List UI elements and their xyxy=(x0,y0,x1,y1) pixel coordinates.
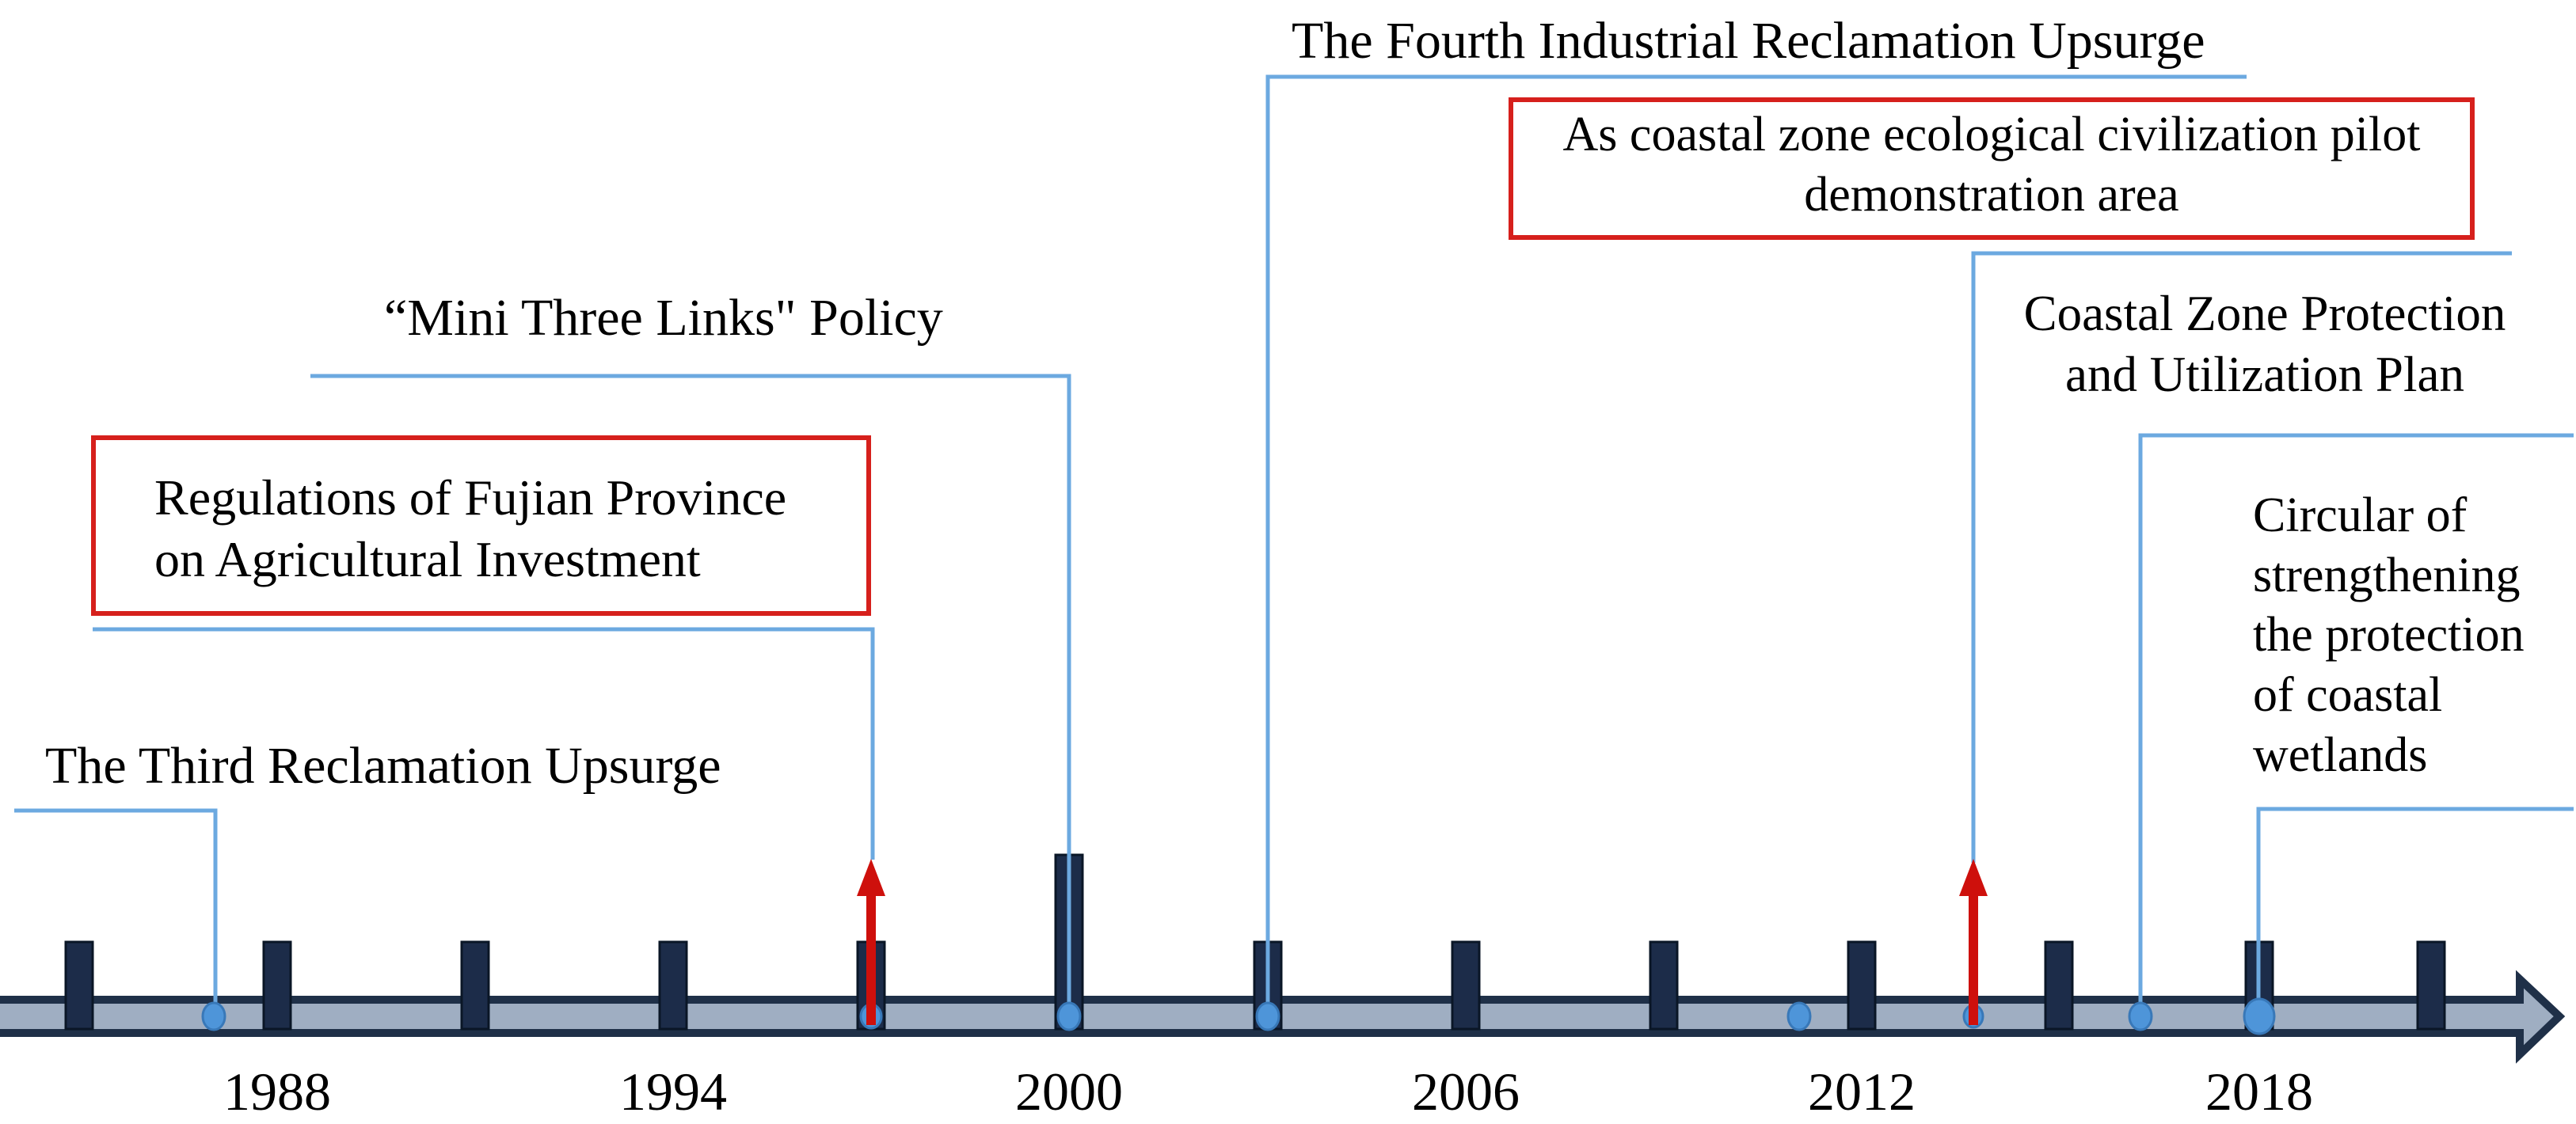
annotation-text-circular-protection-coastal-wetlands: Circular of strengthening the protection of… xyxy=(2253,486,2576,785)
red-callout-box-coastal-zone-ecological-pilot-area xyxy=(1509,97,2475,240)
connector-line-regulations-fujian-agricultural-investment xyxy=(93,627,875,860)
annotation-line: Regulations of Fujian Province xyxy=(154,469,787,526)
timeline-tick xyxy=(1847,940,1877,1031)
annotation-text-regulations-fujian-agricultural-investment: Regulations of Fujian Province on Agricul… xyxy=(154,467,851,590)
annotation-text-fourth-industrial-reclamation-upsurge: The Fourth Industrial Reclamation Upsurg… xyxy=(1292,9,2258,74)
annotation-line: The Fourth Industrial Reclamation Upsurg… xyxy=(1292,12,2205,70)
annotation-line: Coastal Zone Protection xyxy=(2023,286,2506,341)
annotation-text-coastal-zone-protection-utilization-plan: Coastal Zone Protection and Utilization P… xyxy=(1964,283,2566,405)
year-label-1994: 1994 xyxy=(619,1061,727,1122)
timeline-tick xyxy=(658,940,688,1031)
annotation-text-mini-three-links-policy: “Mini Three Links" Policy xyxy=(384,287,986,351)
annotation-line: on Agricultural Investment xyxy=(154,531,701,588)
annotation-line: As coastal zone ecological civilization … xyxy=(1562,108,2421,161)
annotation-line: The Third Reclamation Upsurge xyxy=(45,737,721,795)
annotation-line: “Mini Three Links" Policy xyxy=(384,289,943,347)
connector-line-circular-protection-coastal-wetlands xyxy=(2256,807,2574,1005)
timeline-tick xyxy=(460,940,490,1031)
event-marker xyxy=(201,1001,226,1031)
event-marker xyxy=(1255,1001,1280,1031)
annotation-line: and Utilization Plan xyxy=(2065,346,2464,402)
annotation-line: the protection xyxy=(2253,608,2525,663)
connector-line-fourth-industrial-reclamation-upsurge xyxy=(1265,74,2247,1008)
year-label-2018: 2018 xyxy=(2205,1061,2313,1122)
annotation-line: demonstration area xyxy=(1804,167,2179,222)
annotation-text-coastal-zone-ecological-pilot-area: As coastal zone ecological civilization … xyxy=(1509,105,2475,225)
connector-line-coastal-zone-protection-utilization-plan xyxy=(2138,433,2574,1008)
timeline-tick xyxy=(2416,940,2446,1031)
red-callout-box-regulations-fujian-agricultural-investment xyxy=(91,435,871,616)
timeline-tick xyxy=(1649,940,1679,1031)
annotation-line: strengthening xyxy=(2253,548,2521,602)
timeline-tick xyxy=(2044,940,2074,1031)
year-label-2000: 2000 xyxy=(1015,1061,1123,1122)
connector-line-mini-three-links-policy xyxy=(310,374,1071,1008)
red-up-arrow xyxy=(857,859,885,1025)
annotation-line: wetlands xyxy=(2253,727,2428,782)
year-label-2012: 2012 xyxy=(1808,1061,1916,1122)
connector-line-coastal-zone-ecological-pilot-area xyxy=(1971,251,2512,863)
event-marker xyxy=(1056,1001,1082,1031)
timeline-tick xyxy=(262,940,292,1031)
event-marker xyxy=(2128,1001,2153,1031)
red-up-arrow xyxy=(1959,859,1988,1025)
annotation-line: Circular of xyxy=(2253,488,2468,542)
annotation-line: of coastal xyxy=(2253,667,2443,722)
timeline-tick xyxy=(64,940,94,1031)
annotation-text-third-reclamation-upsurge: The Third Reclamation Upsurge xyxy=(45,735,774,799)
timeline-tick xyxy=(1451,940,1481,1031)
event-marker xyxy=(1786,1001,1812,1031)
connector-line-third-reclamation-upsurge xyxy=(14,808,218,1007)
year-label-1988: 1988 xyxy=(223,1061,331,1122)
year-label-2006: 2006 xyxy=(1412,1061,1520,1122)
event-marker xyxy=(2243,997,2276,1035)
